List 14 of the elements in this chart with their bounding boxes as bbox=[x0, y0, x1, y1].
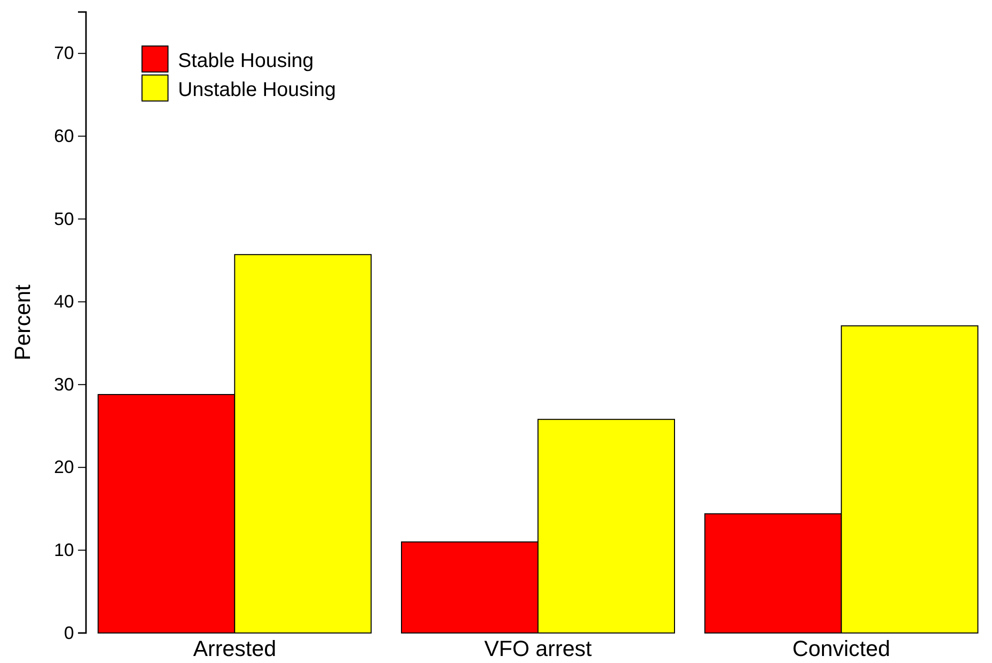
x-tick-label: Arrested bbox=[193, 636, 276, 661]
y-tick-label: 70 bbox=[54, 43, 74, 64]
legend-label: Stable Housing bbox=[178, 50, 314, 72]
y-tick-label: 40 bbox=[54, 292, 74, 312]
y-tick-label: 50 bbox=[54, 208, 74, 229]
x-tick-label: VFO arrest bbox=[484, 636, 592, 661]
y-axis-title: Percent bbox=[10, 284, 35, 360]
y-tick-label: 20 bbox=[54, 457, 74, 478]
x-tick-label: Convicted bbox=[792, 636, 890, 661]
y-tick-label: 60 bbox=[54, 126, 74, 146]
y-tick-label: 10 bbox=[54, 540, 74, 560]
y-tick-label: 0 bbox=[64, 622, 74, 643]
y-tick-label: 30 bbox=[54, 374, 74, 394]
legend-label: Unstable Housing bbox=[178, 79, 336, 101]
